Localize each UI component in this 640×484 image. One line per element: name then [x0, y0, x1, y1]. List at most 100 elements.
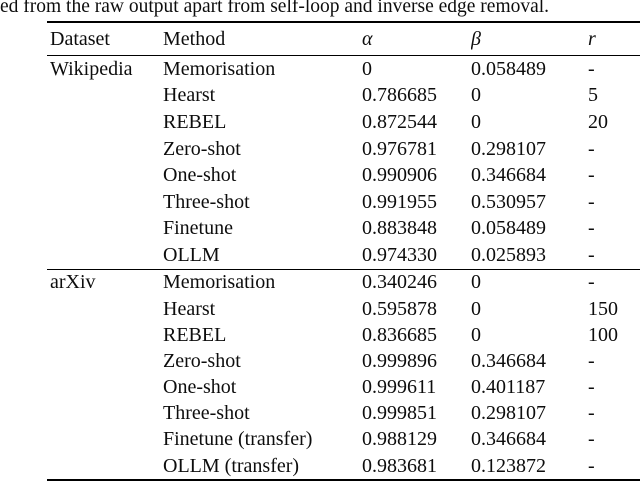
cell-beta: 0.346684	[471, 164, 546, 187]
table-row: One-shot 0.990906 0.346684 -	[47, 162, 640, 189]
cell-dataset	[47, 109, 163, 136]
table-row: Zero-shot 0.999896 0.346684 -	[47, 348, 640, 374]
cell-r: -	[588, 242, 640, 270]
cell-dataset	[47, 375, 163, 401]
cell-method: REBEL	[163, 323, 227, 346]
table-row: Wikipedia Memorisation 0 0.058489 -	[47, 56, 640, 83]
cell-dataset	[47, 322, 163, 348]
cell-r: -	[588, 190, 595, 213]
cell-alpha: 0.999611	[362, 376, 437, 399]
col-header-method: Method	[163, 22, 362, 56]
table-row: REBEL 0.872544 0 20	[47, 109, 640, 136]
cell-alpha: 0.991955	[362, 190, 437, 213]
cell-r: -	[588, 428, 595, 451]
cell-r: -	[588, 376, 595, 399]
cell-alpha: 0.999896	[362, 349, 437, 372]
table-row: Hearst 0.786685 0 5	[47, 83, 640, 110]
table-row: Hearst 0.595878 0 150	[47, 296, 640, 322]
cell-r: 5	[588, 84, 598, 107]
cell-alpha: 0.988129	[362, 428, 437, 451]
cell-dataset: Wikipedia	[50, 57, 133, 80]
cell-alpha: 0.990906	[362, 164, 437, 187]
cell-dataset	[47, 348, 163, 374]
cell-beta: 0.401187	[471, 376, 546, 399]
col-header-r: r	[588, 22, 640, 56]
cell-beta: 0.298107	[471, 402, 546, 425]
cell-dataset	[47, 296, 163, 322]
cell-r: -	[588, 271, 595, 294]
cell-method: Hearst	[163, 297, 216, 320]
col-header-dataset: Dataset	[47, 22, 163, 56]
cell-method: One-shot	[163, 376, 237, 399]
cell-method: Memorisation	[163, 271, 276, 294]
table-row: REBEL 0.836685 0 100	[47, 322, 640, 348]
cell-alpha: 0.786685	[362, 84, 437, 107]
cell-method: Finetune (transfer)	[163, 428, 313, 451]
table-caption: ed from the raw output apart from self-l…	[0, 0, 550, 17]
cell-method: Three-shot	[163, 190, 250, 213]
cell-method: Finetune	[163, 217, 233, 240]
cell-method: Zero-shot	[163, 349, 241, 372]
cell-beta: 0	[471, 323, 481, 346]
cell-r: -	[588, 164, 595, 187]
cell-alpha: 0.999851	[362, 402, 437, 425]
cell-alpha: 0.872544	[362, 110, 437, 133]
cell-beta: 0.346684	[471, 349, 546, 372]
cell-alpha: 0.976781	[362, 137, 437, 160]
cell-method: OLLM (transfer)	[163, 454, 300, 477]
cell-method: Memorisation	[163, 57, 276, 80]
cell-r: 100	[588, 323, 618, 346]
table-row: Finetune 0.883848 0.058489 -	[47, 216, 640, 243]
cell-beta: 0.025893	[471, 242, 588, 270]
cell-method: Zero-shot	[163, 137, 241, 160]
table-row: Three-shot 0.991955 0.530957 -	[47, 189, 640, 216]
section-arxiv: arXiv Memorisation 0.340246 0 - Hearst 0.59587…	[47, 269, 640, 480]
cell-r: 20	[588, 110, 608, 133]
table-row: OLLM 0.974330 0.025893-	[47, 242, 640, 270]
cell-beta: 0.058489	[471, 217, 546, 240]
cell-alpha: 0.340246	[362, 271, 437, 294]
table-row: Zero-shot 0.976781 0.298107 -	[47, 136, 640, 163]
table-header: Dataset Method α β r	[47, 22, 640, 56]
cell-beta: 0	[471, 271, 481, 294]
results-table: Dataset Method α β r Wikipedia Memorisati…	[47, 21, 640, 482]
col-header-beta: β	[471, 22, 588, 56]
cell-r: -	[588, 349, 595, 372]
cell-dataset	[47, 427, 163, 453]
cell-r: -	[588, 402, 595, 425]
cell-dataset	[47, 162, 163, 189]
cell-method: One-shot	[163, 164, 237, 187]
cell-alpha: 0.836685	[362, 323, 437, 346]
section-wikipedia: Wikipedia Memorisation 0 0.058489 - Hearst 0.7…	[47, 56, 640, 270]
table-row: Three-shot 0.999851 0.298107 -	[47, 401, 640, 427]
header-row: Dataset Method α β r	[47, 22, 640, 56]
table-row: Finetune (transfer) 0.988129 0.346684 -	[47, 427, 640, 453]
cell-beta: 0.530957	[471, 190, 546, 213]
cell-dataset	[47, 136, 163, 163]
cell-alpha: 0.595878	[362, 297, 437, 320]
cell-beta: 0.058489	[471, 57, 546, 80]
cell-beta: 0	[471, 84, 481, 107]
cell-alpha: 0	[362, 57, 372, 80]
cell-alpha: 0.883848	[362, 217, 437, 240]
cell-beta: 0	[471, 297, 481, 320]
cell-dataset: arXiv	[50, 271, 96, 294]
cell-r: 150	[588, 297, 618, 320]
cell-method: OLLM	[163, 242, 362, 270]
cell-dataset	[47, 216, 163, 243]
cell-dataset	[47, 242, 163, 270]
cell-alpha: 0.983681	[362, 454, 437, 477]
cell-method: Three-shot	[163, 402, 250, 425]
cell-beta: 0	[471, 110, 481, 133]
cell-dataset	[47, 453, 163, 480]
cell-beta: 0.298107	[471, 137, 546, 160]
cell-r: -	[588, 57, 595, 80]
cell-r: -	[588, 454, 595, 477]
cell-dataset	[47, 83, 163, 110]
table-row: arXiv Memorisation 0.340246 0 -	[47, 269, 640, 296]
cell-dataset	[47, 401, 163, 427]
table-row: One-shot 0.999611 0.401187 -	[47, 375, 640, 401]
cell-dataset	[47, 189, 163, 216]
cell-alpha: 0.974330	[362, 242, 471, 270]
table-row: OLLM (transfer) 0.983681 0.123872 -	[47, 453, 640, 480]
